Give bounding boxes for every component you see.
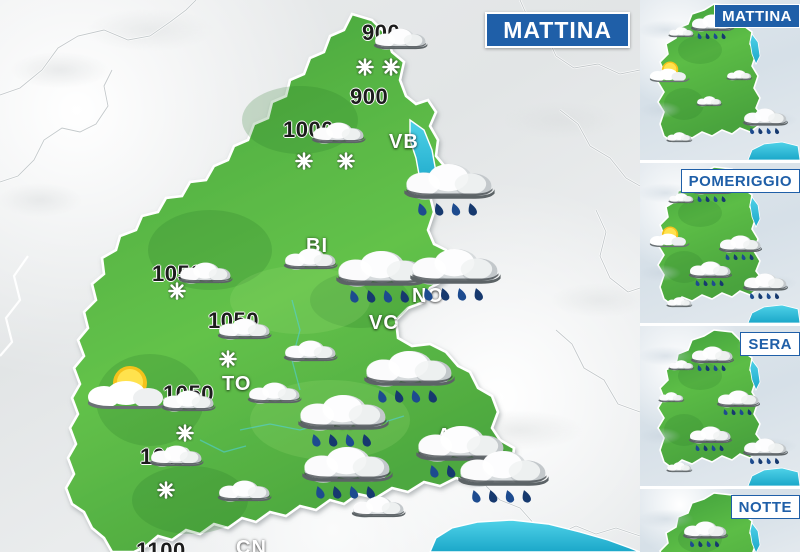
cloud-icon — [140, 390, 236, 431]
thumbnail-panel-mattina[interactable]: MATTINA — [640, 0, 800, 160]
thumbnail-banner-notte[interactable]: NOTTE — [730, 495, 800, 519]
province-label-to[interactable]: TO — [222, 373, 252, 395]
cloud-rain-icon — [686, 426, 734, 460]
snowflake-icon — [168, 282, 186, 305]
cloud-rain-icon — [740, 273, 790, 308]
snow-level-label: 1100 — [136, 538, 186, 552]
cloud-icon — [262, 248, 358, 289]
thumbnail-weather-symbols — [640, 489, 800, 552]
snowflake-icon — [337, 152, 355, 175]
cloud-icon — [157, 262, 253, 303]
province-label-cn[interactable]: CN — [236, 537, 267, 552]
thumbnail-panel-sera[interactable]: SERA — [640, 326, 800, 486]
cloud-icon — [352, 28, 448, 69]
cloud-icon — [330, 496, 426, 537]
cloud-icon — [686, 96, 732, 118]
cloud-icon — [226, 382, 322, 423]
thumbnail-weather-symbols — [640, 326, 800, 486]
cloud-icon — [196, 318, 292, 359]
sun-cloud-icon — [84, 363, 180, 420]
thumbnail-banner-mattina[interactable]: MATTINA — [714, 4, 800, 28]
main-timeslot-banner[interactable]: MATTINA — [485, 12, 630, 48]
snowflake-icon — [219, 350, 237, 373]
cloud-icon — [290, 122, 386, 163]
cloud-rain-icon — [358, 350, 459, 416]
province-label-vc[interactable]: VC — [369, 312, 399, 334]
thumbnail-banner-pomeriggio[interactable]: POMERIGGIO — [680, 169, 800, 193]
cloud-icon — [716, 70, 762, 92]
snowflake-icon — [157, 481, 175, 504]
cloud-rain-icon — [740, 108, 790, 143]
piemonte-boundary — [64, 12, 516, 552]
sun-cloud-icon — [648, 225, 694, 255]
cloud-rain-icon — [452, 450, 553, 516]
cloud-rain-icon — [686, 261, 734, 295]
snowflake-icon — [356, 58, 374, 81]
cloud-rain-icon — [680, 521, 730, 552]
snowflake-icon — [382, 58, 400, 81]
cloud-icon — [658, 27, 704, 49]
cloud-rain-icon — [296, 446, 397, 512]
cloud-icon — [658, 360, 704, 382]
thumbnail-panel-pomeriggio[interactable]: POMERIGGIO — [640, 163, 800, 323]
cloud-icon — [658, 193, 704, 215]
snow-level-label: 900 — [350, 84, 389, 109]
sun-cloud-icon — [648, 60, 694, 90]
thumbnail-panel-notte[interactable]: NOTTE — [640, 489, 800, 552]
cloud-icon — [128, 445, 224, 486]
cloud-rain-icon — [398, 163, 499, 229]
province-label-vb[interactable]: VB — [389, 131, 419, 153]
timeslot-thumbnails-sidebar: MATTINA — [640, 0, 800, 552]
main-weather-map[interactable]: 900900100010501050105010501100 VBBINOVCT… — [0, 0, 640, 552]
cloud-rain-icon — [688, 346, 736, 380]
cloud-rain-icon — [714, 390, 762, 424]
cloud-icon — [196, 480, 292, 521]
cloud-icon — [656, 132, 702, 154]
cloud-icon — [656, 462, 702, 484]
snowflake-icon — [176, 424, 194, 447]
cloud-rain-icon — [404, 248, 505, 314]
cloud-icon — [648, 392, 694, 414]
cloud-rain-icon — [292, 394, 393, 460]
cloud-icon — [262, 340, 358, 381]
cloud-rain-icon — [740, 438, 790, 473]
snowflake-icon — [295, 152, 313, 175]
cloud-icon — [656, 297, 702, 319]
ligurian-sea — [429, 519, 640, 552]
thumbnail-banner-sera[interactable]: SERA — [740, 332, 800, 356]
cloud-rain-icon — [716, 235, 764, 269]
